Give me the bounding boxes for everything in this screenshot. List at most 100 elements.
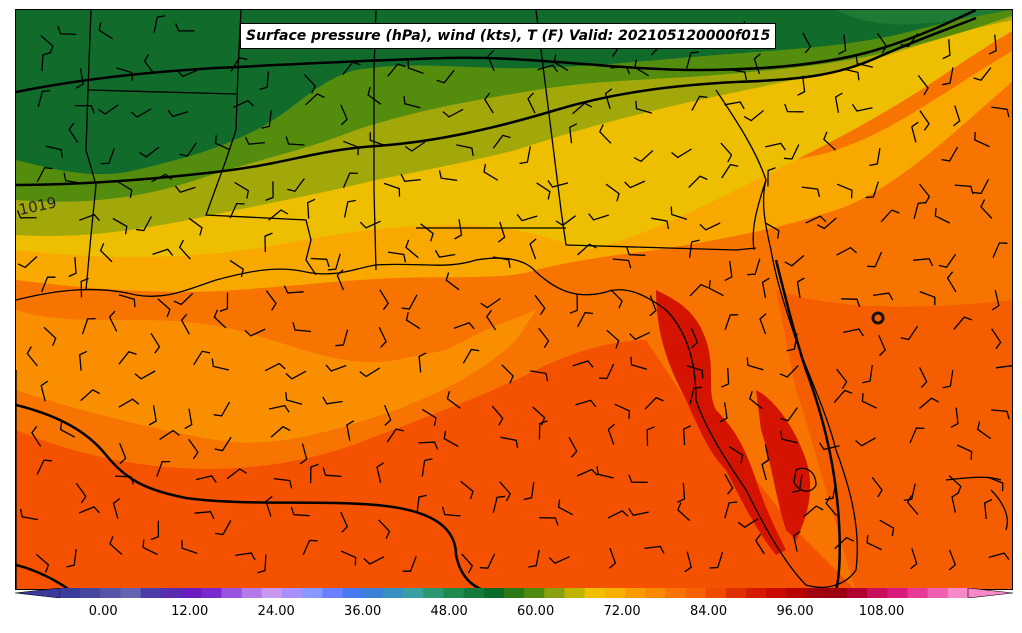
wind-barb xyxy=(173,292,194,306)
wind-barb xyxy=(343,140,359,156)
isobar xyxy=(16,16,977,187)
wind-barb xyxy=(462,348,480,364)
colorbar-swatch xyxy=(140,588,162,598)
wind-barb xyxy=(528,549,540,568)
colorbar-swatch xyxy=(786,588,808,598)
colorbar-tick-label: 48.00 xyxy=(430,604,468,619)
colorbar-swatch xyxy=(746,588,767,598)
wind-barb xyxy=(747,258,761,276)
wind-barb xyxy=(689,283,709,297)
wind-barb xyxy=(720,142,733,163)
wind-barb xyxy=(919,367,928,389)
wind-barb xyxy=(287,178,305,193)
temperature-colorbar xyxy=(15,588,1013,598)
colorbar-swatch xyxy=(725,588,747,598)
wind-barb xyxy=(130,108,152,118)
wind-barb xyxy=(767,167,776,187)
wind-barb xyxy=(780,407,798,422)
wind-barb xyxy=(26,346,38,367)
colorbar-swatch xyxy=(624,588,646,598)
colorbar-tick-label: 12.00 xyxy=(171,604,209,619)
wind-barb xyxy=(335,329,349,347)
wind-barb xyxy=(596,466,614,479)
wind-barb xyxy=(973,67,992,81)
wind-barb xyxy=(843,328,864,337)
colorbar-swatch xyxy=(100,588,122,598)
wind-barb xyxy=(557,499,574,516)
wind-barb xyxy=(285,392,303,405)
wind-barb xyxy=(153,15,166,33)
wind-barb xyxy=(948,549,957,571)
wind-barb xyxy=(676,482,686,503)
wind-barb xyxy=(851,103,873,112)
wind-barb xyxy=(270,425,291,438)
wind-barb xyxy=(880,209,900,223)
wind-barb xyxy=(833,389,853,404)
wind-barb xyxy=(728,68,748,81)
wind-barb xyxy=(865,181,879,199)
wind-barb xyxy=(867,251,883,268)
wind-barb xyxy=(987,476,1004,492)
wind-barb xyxy=(973,178,990,195)
wind-barb xyxy=(109,536,123,555)
wind-barb xyxy=(442,108,464,118)
wind-barb xyxy=(421,458,433,477)
wind-barb xyxy=(719,402,728,423)
wind-barb xyxy=(919,290,936,306)
wind-barb xyxy=(569,123,578,144)
wind-barb xyxy=(918,397,939,409)
wind-barb xyxy=(404,141,426,152)
wind-barb xyxy=(66,549,77,568)
wind-barb xyxy=(791,474,803,493)
wind-barb xyxy=(953,105,961,127)
wind-barb xyxy=(434,249,456,258)
colorbar-swatch xyxy=(907,588,929,598)
wind-barb xyxy=(135,216,152,232)
wind-barb xyxy=(36,167,53,183)
wind-barb xyxy=(376,462,384,483)
wind-barb xyxy=(156,460,171,477)
wind-barb xyxy=(537,64,559,73)
wind-barb xyxy=(861,393,878,409)
colorbar-swatch xyxy=(544,588,565,598)
colorbar-swatch xyxy=(120,588,142,598)
colorbar-min-extend xyxy=(15,588,61,598)
wind-barb xyxy=(765,142,786,151)
wind-barb xyxy=(367,86,382,105)
wind-barb xyxy=(40,35,54,54)
wind-barb xyxy=(108,310,118,332)
wind-barb xyxy=(538,420,548,440)
wind-barb xyxy=(383,404,392,426)
wind-barb xyxy=(265,290,277,311)
wind-barb xyxy=(724,314,739,331)
wind-barb xyxy=(17,256,38,269)
wind-barb xyxy=(98,22,114,40)
wind-barb xyxy=(577,243,597,256)
wind-barb xyxy=(491,405,504,426)
wind-barb xyxy=(976,421,992,440)
wind-barb xyxy=(343,199,356,218)
wind-barb xyxy=(176,69,198,78)
wind-barb xyxy=(305,93,325,106)
wind-barb xyxy=(483,163,499,181)
colorbar-swatch xyxy=(463,588,485,598)
colorbar-swatch xyxy=(403,588,424,598)
wind-barb xyxy=(743,109,764,122)
wind-barb xyxy=(906,495,919,515)
wind-barb xyxy=(443,430,459,448)
wind-barb xyxy=(951,492,959,513)
wind-barb xyxy=(461,553,474,574)
wind-barb xyxy=(691,95,708,111)
wind-barb xyxy=(628,474,648,483)
wind-barb xyxy=(724,501,738,519)
colorbar-swatch xyxy=(483,588,505,598)
wind-barb xyxy=(142,539,158,556)
wind-barb xyxy=(866,534,882,551)
wind-barb xyxy=(626,246,646,256)
wind-barb xyxy=(492,495,506,513)
wind-barb xyxy=(539,517,559,526)
wind-barb xyxy=(728,446,744,464)
wind-barb xyxy=(134,370,156,380)
colorbar-swatch xyxy=(927,588,949,598)
wind-barb xyxy=(112,497,121,519)
